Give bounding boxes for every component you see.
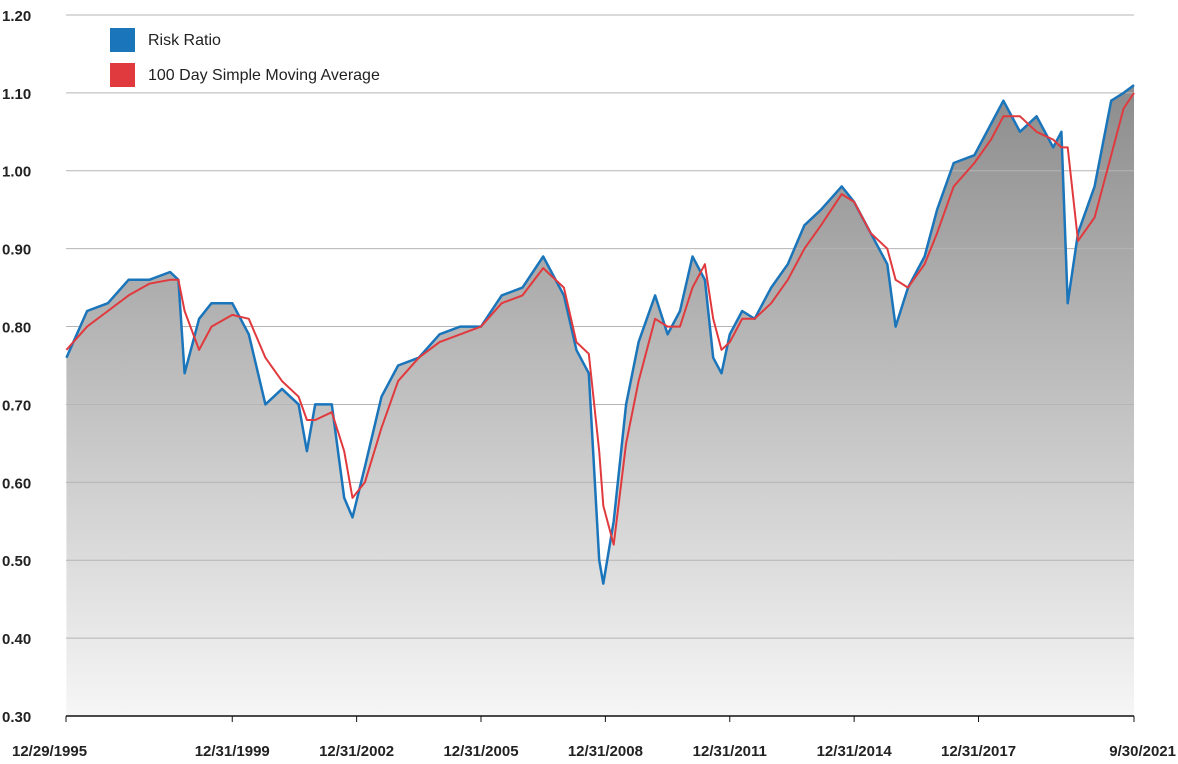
x-tick-label: 12/31/2008 xyxy=(568,743,643,760)
series-line xyxy=(65,92,1135,546)
y-tick-label: 0.80 xyxy=(2,320,31,337)
x-tick-label: 12/31/2005 xyxy=(443,743,518,760)
x-tick-label: 12/31/1999 xyxy=(195,743,270,760)
y-tick-label: 0.90 xyxy=(2,242,31,259)
legend-swatch xyxy=(110,63,135,87)
y-tick-label: 0.60 xyxy=(2,475,31,492)
x-tick-label: 12/31/2014 xyxy=(817,743,893,760)
y-tick-label: 0.70 xyxy=(2,397,31,414)
y-tick-label: 0.40 xyxy=(2,631,31,648)
x-tick-label: 12/29/1995 xyxy=(12,743,87,760)
y-tick-label: 0.50 xyxy=(2,553,31,570)
series-line xyxy=(65,84,1135,585)
y-tick-label: 1.20 xyxy=(2,8,31,25)
x-tick-label: 12/31/2002 xyxy=(319,743,394,760)
y-tick-label: 1.10 xyxy=(2,86,31,103)
y-tick-label: 1.00 xyxy=(2,164,31,181)
x-tick-label: 12/31/2017 xyxy=(941,743,1016,760)
legend-label: 100 Day Simple Moving Average xyxy=(148,67,380,84)
legend-label: Risk Ratio xyxy=(148,32,221,49)
legend-swatch xyxy=(110,28,135,52)
x-tick-label: 9/30/2021 xyxy=(1109,743,1176,760)
area-shade xyxy=(66,85,1135,717)
y-tick-label: 0.30 xyxy=(2,709,31,726)
x-tick-label: 12/31/2011 xyxy=(693,743,767,760)
